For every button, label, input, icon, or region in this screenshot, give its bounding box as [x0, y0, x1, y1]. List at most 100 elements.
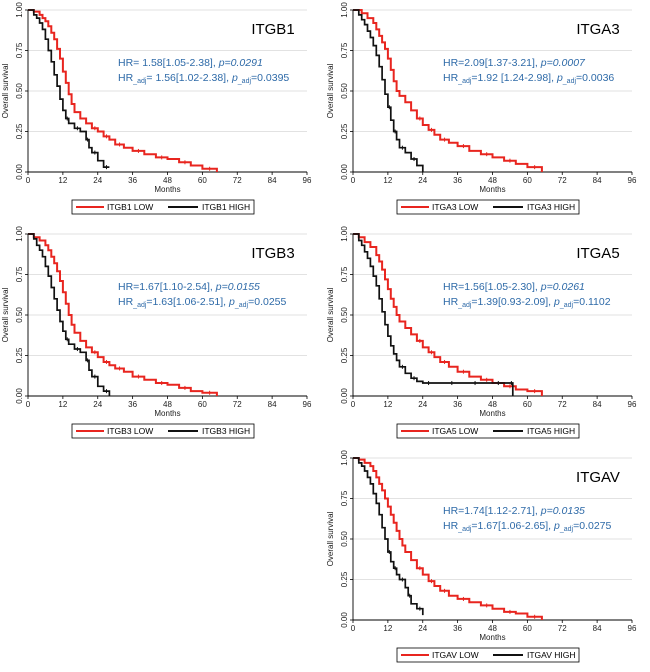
gene-title: ITGB1	[251, 21, 294, 38]
km-curve-low	[353, 9, 543, 172]
y-tick-label: 0.00	[15, 164, 24, 180]
y-tick-label: 0.75	[15, 42, 24, 58]
x-tick-label: 0	[26, 176, 31, 185]
hr-value: HR= 1.58[1.05-2.38],	[118, 57, 219, 69]
hr-stat: HR=1.56[1.05-2.30], p=0.0261	[443, 281, 585, 293]
p-value: p=0.0261	[540, 281, 585, 293]
p-value: p=0.0135	[540, 505, 585, 517]
km-curve-low	[353, 233, 543, 396]
gene-title: ITGA5	[576, 245, 619, 262]
km-plot-svg: 0.00 0.25 0.50 0.75 1.00 0 12 24 36 48 60 72 84 96 Mon…	[326, 450, 637, 663]
gene-title: ITGA3	[576, 21, 619, 38]
p-adj-value: =0.0275	[573, 520, 611, 532]
x-tick-label: 24	[418, 400, 427, 409]
x-axis-title: Months	[479, 185, 505, 194]
y-tick-label: 1.00	[340, 226, 349, 242]
x-tick-label: 36	[453, 400, 462, 409]
x-tick-label: 48	[488, 176, 497, 185]
legend-label-low: ITGAV LOW	[432, 650, 479, 660]
hr-value: HR=2.09[1.37-3.21],	[443, 57, 541, 69]
y-axis-title: Overall survival	[1, 63, 10, 118]
km-curve-low	[353, 457, 543, 620]
y-axis-title: Overall survival	[326, 287, 335, 342]
hr-stat: HR=2.09[1.37-3.21], p=0.0007	[443, 57, 586, 69]
legend-label-high: ITGA5 HIGH	[527, 426, 575, 436]
legend-label-low: ITGA3 LOW	[432, 202, 478, 212]
legend-box	[396, 199, 580, 215]
legend-box	[71, 423, 255, 439]
hr-adj-value: =1.92 [1.24-2.98],	[471, 72, 557, 84]
y-tick-label: 1.00	[15, 226, 24, 242]
y-tick-label: 0.25	[340, 347, 349, 363]
y-tick-label: 0.75	[15, 266, 24, 282]
x-tick-label: 48	[488, 624, 497, 633]
p-adj-sub: _adj	[559, 302, 574, 309]
p-adj-value: =0.0395	[251, 72, 289, 84]
y-tick-label: 0.00	[15, 388, 24, 404]
km-curve-high	[28, 9, 110, 168]
y-tick-label: 0.50	[15, 307, 24, 323]
km-plot-svg: 0.00 0.25 0.50 0.75 1.00 0 12 24 36 48 60 72 84 96 Mon…	[1, 2, 312, 215]
hr-adj-value: =1.63[1.06-2.51],	[146, 296, 229, 308]
x-tick-label: 84	[593, 624, 602, 633]
km-panel-itga5: 0.00 0.25 0.50 0.75 1.00 0 12 24 36 48 60 72 84 96 Mon…	[325, 224, 650, 448]
p-adj-head: p	[228, 296, 235, 308]
y-tick-label: 1.00	[340, 2, 349, 18]
x-tick-label: 0	[351, 176, 356, 185]
y-tick-label: 0.50	[340, 531, 349, 547]
hr-value: HR=1.74[1.12-2.71],	[443, 505, 541, 517]
y-tick-label: 0.75	[340, 490, 349, 506]
km-curve-high	[353, 9, 424, 172]
gene-title: ITGAV	[576, 469, 620, 486]
x-tick-label: 48	[488, 400, 497, 409]
hr-adj-sub: _adj	[132, 302, 147, 309]
gene-title: ITGB3	[251, 245, 294, 262]
x-axis-title: Months	[154, 409, 180, 418]
x-tick-label: 84	[593, 400, 602, 409]
p-value: p=0.0155	[215, 281, 260, 293]
y-tick-label: 1.00	[340, 450, 349, 466]
hr-adj-value: = 1.56[1.02-2.38],	[146, 72, 232, 84]
km-curve-low	[28, 9, 218, 172]
x-tick-label: 0	[26, 400, 31, 409]
km-panel-itga3: 0.00 0.25 0.50 0.75 1.00 0 12 24 36 48 60 72 84 96 Mon…	[325, 0, 650, 224]
hr-value: HR=1.56[1.05-2.30],	[443, 281, 541, 293]
p-value: p=0.0291	[218, 57, 263, 69]
legend-label-high: ITGAV HIGH	[527, 650, 576, 660]
x-tick-label: 24	[418, 624, 427, 633]
x-tick-label: 36	[453, 624, 462, 633]
x-tick-label: 60	[523, 624, 532, 633]
y-tick-label: 0.50	[340, 307, 349, 323]
x-tick-label: 24	[93, 400, 102, 409]
legend-label-high: ITGB1 HIGH	[202, 202, 250, 212]
y-tick-label: 0.25	[15, 347, 24, 363]
x-tick-label: 12	[58, 176, 67, 185]
hr-adj-sub: _adj	[457, 526, 472, 533]
y-tick-label: 0.50	[15, 83, 24, 99]
km-curve-high	[353, 233, 514, 396]
y-tick-label: 0.75	[340, 266, 349, 282]
x-axis-title: Months	[154, 185, 180, 194]
hr-adj-head: HR	[118, 296, 134, 308]
hr-stat: HR= 1.58[1.05-2.38], p=0.0291	[118, 57, 263, 69]
x-tick-label: 96	[303, 176, 312, 185]
hr-adj-sub: _adj	[132, 78, 147, 85]
x-tick-label: 0	[351, 624, 356, 633]
x-tick-label: 36	[453, 176, 462, 185]
y-tick-label: 0.25	[340, 571, 349, 587]
x-tick-label: 72	[558, 624, 567, 633]
p-adj-sub: _adj	[234, 302, 249, 309]
x-tick-label: 24	[93, 176, 102, 185]
x-tick-label: 84	[268, 400, 277, 409]
km-plot-svg: 0.00 0.25 0.50 0.75 1.00 0 12 24 36 48 60 72 84 96 Mon…	[326, 226, 637, 439]
hr-adj-sub: _adj	[457, 78, 472, 85]
hr-adj-value: =1.67[1.06-2.65],	[471, 520, 554, 532]
x-tick-label: 60	[523, 400, 532, 409]
y-axis-title: Overall survival	[326, 511, 335, 566]
hr-adj-stat: HR_adj= 1.56[1.02-2.38], p_adj=0.0395	[118, 72, 289, 85]
x-tick-label: 48	[163, 176, 172, 185]
y-tick-label: 0.00	[340, 612, 349, 628]
x-tick-label: 96	[628, 176, 637, 185]
y-tick-label: 0.25	[15, 123, 24, 139]
p-value: p=0.0007	[540, 57, 586, 69]
